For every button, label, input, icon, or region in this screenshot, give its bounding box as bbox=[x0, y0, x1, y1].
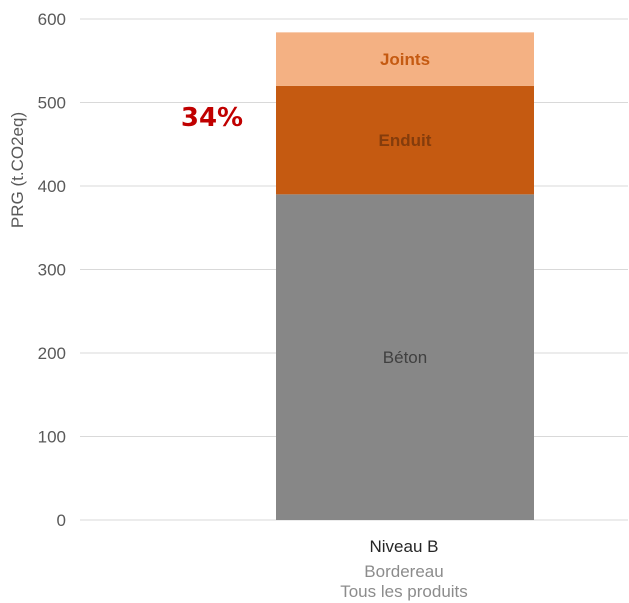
bar-segment-enduit bbox=[276, 85, 534, 195]
y-tick-label: 200 bbox=[38, 344, 66, 363]
segment-label: Joints bbox=[380, 50, 430, 69]
bar-segments bbox=[276, 32, 534, 520]
category-label: Niveau B bbox=[370, 537, 439, 556]
y-tick-label: 600 bbox=[38, 10, 66, 29]
y-axis-label: PRG (t.CO2eq) bbox=[8, 112, 27, 228]
segment-label: Béton bbox=[383, 348, 427, 367]
y-axis-ticks: 0 100 200 300 400 500 600 bbox=[38, 10, 66, 530]
bar-segment-joints bbox=[276, 32, 534, 86]
y-tick-label: 0 bbox=[57, 511, 66, 530]
y-tick-label: 400 bbox=[38, 177, 66, 196]
category-sublabel-2: Tous les produits bbox=[340, 582, 468, 601]
category-sublabel-1: Bordereau bbox=[364, 562, 443, 581]
bar-segment-b-ton bbox=[276, 194, 534, 520]
segment-labels: Béton Enduit Joints bbox=[379, 50, 432, 367]
percentage-annotation: 34% bbox=[181, 103, 243, 133]
segment-label: Enduit bbox=[379, 131, 432, 150]
y-tick-label: 500 bbox=[38, 94, 66, 113]
y-tick-label: 300 bbox=[38, 261, 66, 280]
category-labels: Niveau B Bordereau Tous les produits bbox=[340, 537, 468, 601]
y-tick-label: 100 bbox=[38, 428, 66, 447]
